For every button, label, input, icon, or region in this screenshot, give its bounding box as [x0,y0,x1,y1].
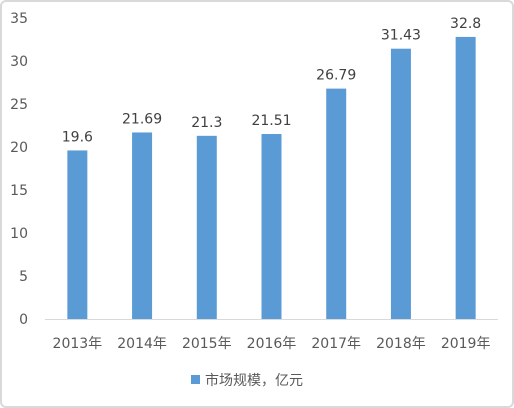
legend-swatch [191,375,200,384]
x-tick-label: 2015年 [182,336,232,352]
bar [132,132,153,319]
legend: 市场规模，亿元 [191,372,303,389]
bar [196,135,217,319]
data-label: 19.6 [62,129,93,145]
y-axis: 0 5 10 15 20 25 30 35 [10,11,28,328]
data-labels: 19.6 21.69 21.3 21.51 26.79 31.43 32.8 [62,16,481,146]
bar [261,134,282,319]
y-tick-label: 20 [10,140,28,156]
bar [455,36,476,320]
data-label: 21.3 [191,115,222,131]
data-label: 32.8 [450,16,481,32]
y-tick-label: 25 [10,97,28,113]
x-axis: 2013年 2014年 2015年 2016年 2017年 2018年 2019年 [53,336,491,352]
x-tick-label: 2017年 [311,336,361,352]
data-label: 21.51 [251,113,291,129]
y-tick-label: 35 [10,11,28,27]
x-tick-label: 2018年 [376,336,426,352]
y-tick-label: 10 [10,226,28,242]
data-label: 26.79 [316,68,356,84]
data-label: 31.43 [381,28,421,44]
bars [67,36,476,320]
y-tick-label: 0 [19,312,28,328]
x-tick-label: 2016年 [247,336,297,352]
legend-label: 市场规模，亿元 [205,372,303,389]
bar [67,150,88,319]
data-label: 21.69 [122,111,162,127]
y-tick-label: 30 [10,54,28,70]
bar [326,88,347,319]
bar [390,48,411,320]
x-tick-label: 2013年 [53,336,103,352]
y-tick-label: 5 [19,269,28,285]
x-tick-label: 2014年 [117,336,167,352]
x-tick-label: 2019年 [441,336,491,352]
y-tick-label: 15 [10,183,28,199]
